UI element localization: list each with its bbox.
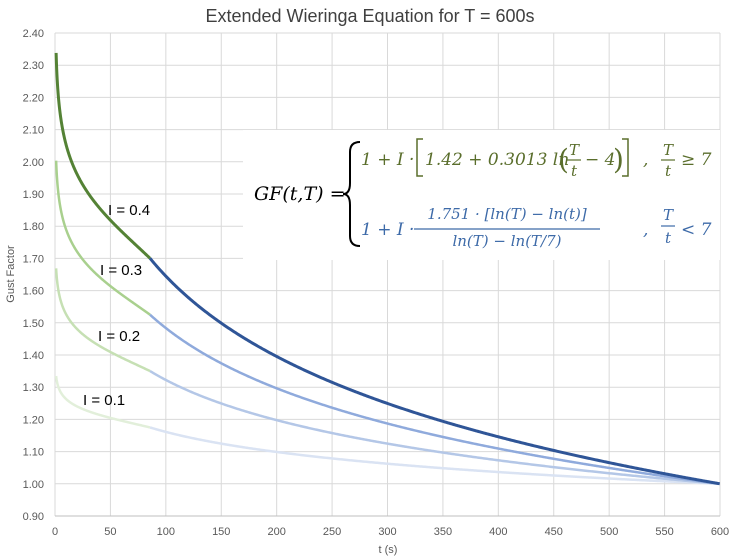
upper-inner-minus: − 4 <box>585 150 615 170</box>
x-tick-label: 250 <box>323 526 341 538</box>
series-line-lower-3 <box>149 313 720 485</box>
equation-box: GF(t,T) = 1 + I · 1.42 + 0.3013 ln ( T t… <box>243 130 720 260</box>
chart-title: Extended Wieringa Equation for T = 600s <box>205 6 534 26</box>
upper-open-paren: ( <box>558 143 569 176</box>
y-tick-label: 2.10 <box>23 125 44 137</box>
series-label-i-0-4: I = 0.4 <box>108 202 150 219</box>
series-label-i-0-1: I = 0.1 <box>83 392 125 409</box>
y-axis-label: Gust Factor <box>5 245 17 303</box>
lower-condition-denominator: t <box>665 229 672 247</box>
upper-inner-denominator: t <box>571 162 578 180</box>
x-tick-label: 400 <box>489 526 507 538</box>
y-tick-label: 1.80 <box>23 221 44 233</box>
equation-brace <box>342 141 361 247</box>
upper-expression: 1.42 + 0.3013 ln <box>425 150 569 170</box>
y-axis-ticks: 0.90 1.00 1.10 1.20 1.30 1.40 1.50 1.60 1.70 1.80… <box>23 28 44 523</box>
series-line-lower-2 <box>149 369 720 486</box>
series-label-i-0-3: I = 0.3 <box>100 262 142 279</box>
equation-background <box>243 130 720 260</box>
y-tick-label: 1.90 <box>23 189 44 201</box>
lower-condition-relation: < 7 <box>681 220 712 240</box>
lower-comma: , <box>643 220 648 240</box>
lower-one-plus: 1 + I · <box>361 220 414 240</box>
series-line-upper-3 <box>54 160 152 316</box>
y-tick-label: 2.00 <box>23 157 44 169</box>
lower-condition-numerator: T <box>663 206 674 224</box>
y-tick-label: 1.20 <box>23 414 44 426</box>
x-tick-label: 150 <box>212 526 230 538</box>
upper-condition-relation: ≥ 7 <box>681 150 712 170</box>
y-tick-label: 1.70 <box>23 253 44 265</box>
x-axis-label: t (s) <box>379 544 398 556</box>
x-tick-label: 600 <box>711 526 729 538</box>
y-tick-label: 1.60 <box>23 286 44 298</box>
x-tick-label: 350 <box>434 526 452 538</box>
x-tick-label: 50 <box>104 526 116 538</box>
upper-open-bracket <box>416 138 423 177</box>
x-tick-label: 450 <box>545 526 563 538</box>
y-tick-label: 1.30 <box>23 382 44 394</box>
equation-lower-case: 1 + I · 1.751 · [ln(T) − ln(t)] ln(T) − … <box>361 205 712 250</box>
upper-condition-denominator: t <box>665 162 672 180</box>
x-axis-ticks: 0 50 100 150 200 250 300 350 400 450 500 550 600 <box>52 526 729 538</box>
upper-one-plus: 1 + I · <box>361 150 414 170</box>
upper-condition-numerator: T <box>663 141 674 159</box>
upper-close-bracket <box>622 138 629 177</box>
y-tick-label: 1.50 <box>23 318 44 330</box>
x-tick-label: 300 <box>378 526 396 538</box>
series-line-upper-2 <box>54 268 152 373</box>
x-tick-label: 0 <box>52 526 58 538</box>
y-tick-label: 2.20 <box>23 92 44 104</box>
series-lines <box>54 52 721 486</box>
lower-denominator: ln(T) − ln(T/7) <box>452 232 561 250</box>
equation-lhs: GF(t,T) = <box>254 183 346 205</box>
x-tick-label: 500 <box>600 526 618 538</box>
upper-inner-numerator: T <box>569 141 580 159</box>
y-tick-label: 2.30 <box>23 60 44 72</box>
upper-comma: , <box>643 150 648 170</box>
x-tick-label: 550 <box>655 526 673 538</box>
series-line-upper-4 <box>54 52 152 260</box>
series-line-upper-1 <box>54 375 152 429</box>
lower-numerator: 1.751 · [ln(T) − ln(t)] <box>427 205 587 223</box>
y-tick-label: 0.90 <box>23 511 44 523</box>
y-tick-label: 1.10 <box>23 447 44 459</box>
x-tick-label: 100 <box>157 526 175 538</box>
y-tick-label: 1.00 <box>23 479 44 491</box>
y-tick-label: 2.40 <box>23 28 44 40</box>
upper-close-paren: ) <box>613 143 624 176</box>
series-line-lower-1 <box>149 426 720 486</box>
series-line-lower-4 <box>148 257 721 486</box>
y-tick-label: 1.40 <box>23 350 44 362</box>
x-tick-label: 200 <box>267 526 285 538</box>
equation-upper-case: 1 + I · 1.42 + 0.3013 ln ( T t − 4 ) , T… <box>361 138 712 180</box>
series-label-i-0-2: I = 0.2 <box>98 328 140 345</box>
